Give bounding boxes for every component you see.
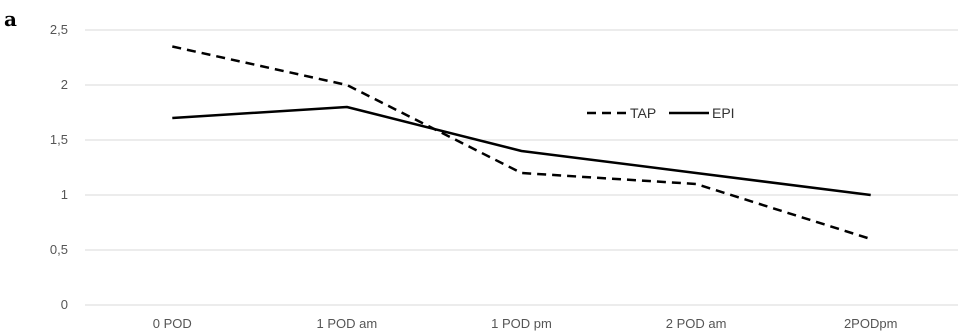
y-tick-label: 0,5: [50, 242, 68, 257]
series-lines: [172, 45, 872, 241]
series-line-tap: [172, 45, 872, 241]
gridlines: [85, 29, 958, 306]
y-axis-ticks: 0 0,5 1 1,5 2 2,5: [50, 22, 68, 312]
x-tick-label: 1 POD pm: [491, 316, 552, 331]
y-tick-label: 2,5: [50, 22, 68, 37]
legend-label-epi: EPI: [712, 105, 735, 121]
y-tick-label: 0: [61, 297, 68, 312]
x-tick-label: 1 POD am: [317, 316, 378, 331]
x-axis-ticks: 0 POD 1 POD am 1 POD pm 2 POD am 2PODpm: [153, 316, 898, 331]
y-tick-label: 1: [61, 187, 68, 202]
panel-label: a: [4, 7, 17, 31]
legend: TAP EPI: [587, 105, 735, 121]
x-tick-label: 2PODpm: [844, 316, 897, 331]
y-tick-label: 2: [61, 77, 68, 92]
x-tick-label: 2 POD am: [666, 316, 727, 331]
series-line-epi: [172, 105, 871, 197]
legend-label-tap: TAP: [630, 105, 656, 121]
y-tick-label: 1,5: [50, 132, 68, 147]
x-tick-label: 0 POD: [153, 316, 192, 331]
